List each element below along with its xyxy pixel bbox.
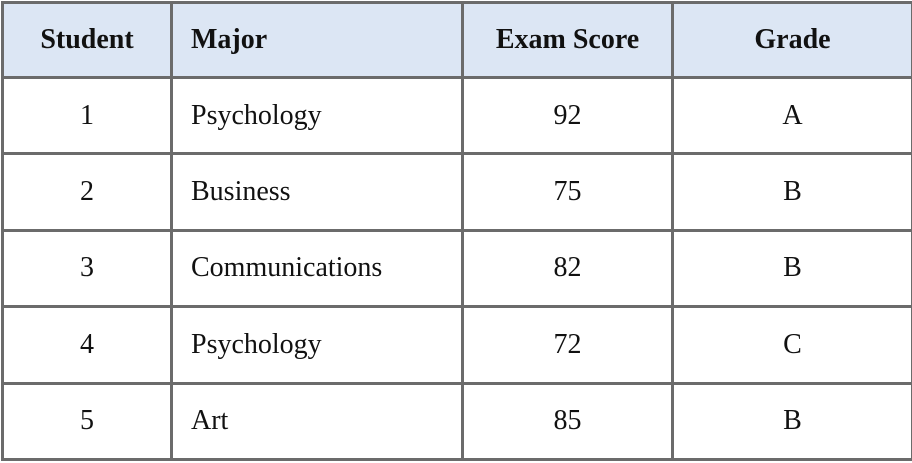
header-student: Student (3, 3, 172, 78)
cell-student: 4 (3, 307, 172, 383)
header-exam-score: Exam Score (463, 3, 673, 78)
cell-student: 1 (3, 78, 172, 154)
cell-exam-score: 72 (463, 307, 673, 383)
cell-major: Business (172, 154, 463, 230)
cell-exam-score: 92 (463, 78, 673, 154)
header-major: Major (172, 3, 463, 78)
cell-student: 5 (3, 383, 172, 459)
cell-student: 3 (3, 230, 172, 306)
cell-grade: C (673, 307, 912, 383)
cell-major: Art (172, 383, 463, 459)
header-grade: Grade (673, 3, 912, 78)
cell-student: 2 (3, 154, 172, 230)
header-row: Student Major Exam Score Grade (3, 3, 912, 78)
cell-exam-score: 75 (463, 154, 673, 230)
cell-grade: B (673, 154, 912, 230)
cell-grade: A (673, 78, 912, 154)
cell-exam-score: 85 (463, 383, 673, 459)
cell-major: Psychology (172, 307, 463, 383)
cell-exam-score: 82 (463, 230, 673, 306)
cell-grade: B (673, 383, 912, 459)
cell-major: Communications (172, 230, 463, 306)
cell-major: Psychology (172, 78, 463, 154)
cell-grade: B (673, 230, 912, 306)
